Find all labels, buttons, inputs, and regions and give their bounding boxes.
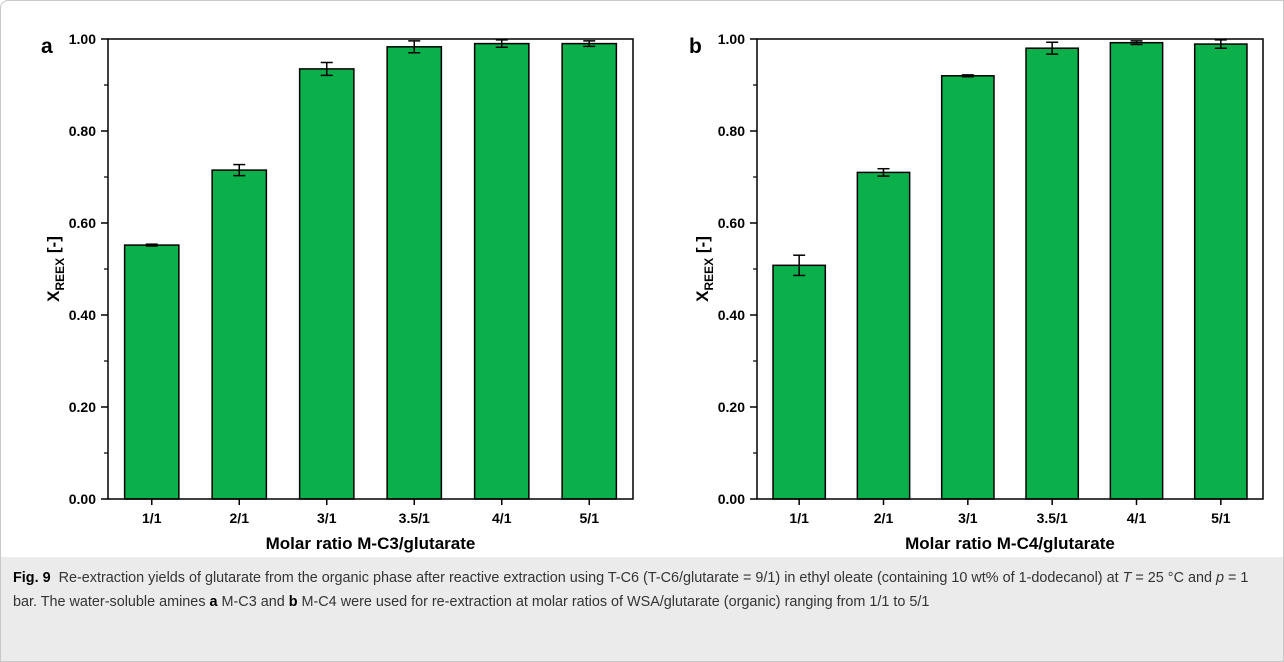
y-axis-label-part: X — [44, 290, 63, 302]
caption-text: = 1 bar. The water-soluble amines — [13, 570, 1249, 610]
x-tick-label: 3.5/1 — [399, 510, 430, 526]
x-tick-label: 2/1 — [874, 510, 894, 526]
y-tick-label: 0.20 — [69, 399, 96, 415]
caption-text: b — [288, 593, 298, 610]
plot-frame — [756, 38, 1264, 500]
x-tick-label: 3/1 — [317, 510, 337, 526]
caption-text: T — [1122, 570, 1132, 586]
y-axis-label-part: REEX — [702, 258, 716, 291]
caption-text: a — [209, 593, 218, 610]
caption-text: = 25 °C and — [1131, 570, 1216, 586]
y-tick-label: 0.60 — [718, 215, 745, 231]
y-tick-label: 0.20 — [718, 399, 745, 415]
y-tick-label: 1.00 — [718, 31, 745, 47]
x-tick-label: 4/1 — [1127, 510, 1147, 526]
y-tick-label: 0.80 — [69, 123, 96, 139]
bar — [386, 46, 443, 500]
bar — [1193, 43, 1248, 500]
x-tick-label: 1/1 — [789, 510, 809, 526]
y-tick-label: 0.00 — [69, 491, 96, 507]
bar — [211, 169, 268, 500]
x-tick-label: 1/1 — [142, 510, 162, 526]
x-tick-label: 3/1 — [958, 510, 978, 526]
bar — [298, 68, 355, 500]
bar — [473, 42, 530, 500]
plot-frame — [107, 38, 634, 500]
y-axis-label: XREEX [-] — [44, 236, 67, 302]
y-tick-label: 0.40 — [718, 307, 745, 323]
y-tick-label: 0.80 — [718, 123, 745, 139]
bar — [856, 171, 911, 500]
bar — [1109, 41, 1164, 500]
x-axis-label: Molar ratio M-C4/glutarate — [905, 534, 1115, 553]
bar — [940, 75, 995, 500]
panel-label: b — [689, 35, 702, 58]
x-tick-label: 2/1 — [230, 510, 250, 526]
y-axis-label-part: [-] — [44, 236, 63, 258]
caption-text: M-C4 were used for re-extraction at mola… — [297, 593, 930, 610]
caption: Fig. 9 Re-extraction yields of glutarate… — [1, 557, 1283, 661]
y-axis-label-part: [-] — [693, 236, 712, 258]
x-tick-label: 3.5/1 — [1037, 510, 1068, 526]
x-tick-label: 5/1 — [1211, 510, 1231, 526]
y-axis-label-part: X — [693, 290, 712, 302]
caption-text: M-C3 and — [217, 593, 289, 610]
caption-text: p — [1215, 570, 1224, 586]
y-tick-label: 0.00 — [718, 491, 745, 507]
bar — [1025, 47, 1080, 500]
y-axis-label-part: REEX — [53, 258, 67, 291]
x-tick-label: 4/1 — [492, 510, 512, 526]
y-tick-label: 1.00 — [69, 31, 96, 47]
panel-label: a — [41, 35, 53, 58]
x-axis-label: Molar ratio M-C3/glutarate — [266, 534, 476, 553]
y-axis-label: XREEX [-] — [693, 236, 716, 302]
bar — [123, 244, 180, 500]
caption-text: Re-extraction yields of glutarate from t… — [58, 570, 1123, 586]
x-tick-label: 5/1 — [580, 510, 600, 526]
caption-label: Fig. 9 — [13, 570, 51, 586]
y-tick-label: 0.40 — [69, 307, 96, 323]
bar — [772, 264, 827, 500]
y-tick-label: 0.60 — [69, 215, 96, 231]
bar — [561, 42, 618, 500]
